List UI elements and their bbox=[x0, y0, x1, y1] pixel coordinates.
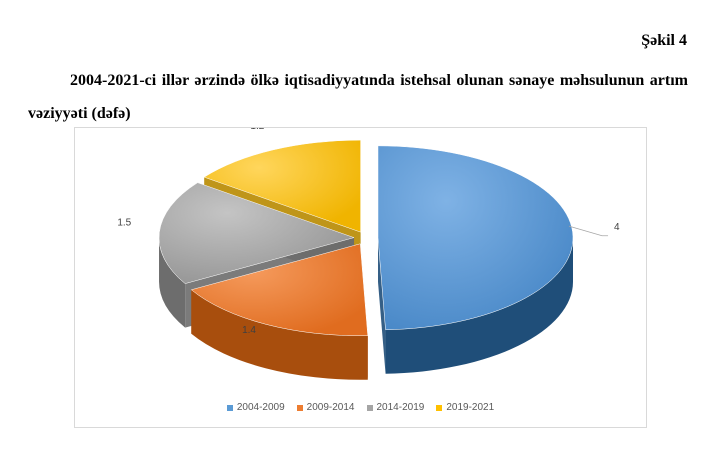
pie-slice-2019-2021 bbox=[203, 139, 361, 233]
legend-label: 2019-2021 bbox=[446, 402, 495, 413]
pie-slice-2004-2009 bbox=[377, 145, 574, 331]
legend-label: 2009-2014 bbox=[306, 402, 355, 413]
legend-swatch bbox=[436, 404, 443, 411]
pie-chart: 4 1.4 1.5 1.2 bbox=[117, 128, 620, 380]
legend-item-2004-2009: 2004-2009 bbox=[226, 402, 285, 413]
pie-slice-2009-2014 bbox=[190, 243, 369, 337]
legend-item-2009-2014: 2009-2014 bbox=[296, 402, 355, 413]
pie-slice-side-2004-2009 bbox=[385, 237, 573, 374]
chart-area: 41.41.51.2 2004-20092009-20142014-201920… bbox=[74, 127, 647, 428]
legend-swatch bbox=[226, 404, 233, 411]
chart-title: 2004-2021-ci illər ərzində ölkə iqtisadi… bbox=[28, 72, 688, 122]
data-label-2004-2009: 4 bbox=[614, 222, 620, 233]
legend-swatch bbox=[296, 404, 303, 411]
leader-line bbox=[568, 225, 609, 237]
pie-slice-side-2009-2014 bbox=[191, 289, 368, 380]
legend: 2004-2009 2009-2014 2014-2019 2019-2021 bbox=[75, 402, 646, 413]
pie-slice-side-2014-2019 bbox=[159, 237, 186, 328]
figure-label: Şəkil 4 bbox=[641, 32, 687, 49]
legend-label: 2014-2019 bbox=[376, 402, 425, 413]
legend-label: 2004-2009 bbox=[236, 402, 285, 413]
data-label-2019-2021: 1.2 bbox=[250, 128, 264, 132]
data-label-2014-2019: 1.5 bbox=[117, 217, 131, 228]
legend-item-2019-2021: 2019-2021 bbox=[436, 402, 494, 413]
data-label-2009-2014: 1.4 bbox=[242, 325, 256, 336]
pie-slice-wall-2004-2009-1 bbox=[377, 237, 386, 374]
pie-slice-2014-2019 bbox=[158, 182, 355, 284]
legend-swatch bbox=[366, 404, 373, 411]
legend-item-2014-2019: 2014-2019 bbox=[366, 402, 425, 413]
